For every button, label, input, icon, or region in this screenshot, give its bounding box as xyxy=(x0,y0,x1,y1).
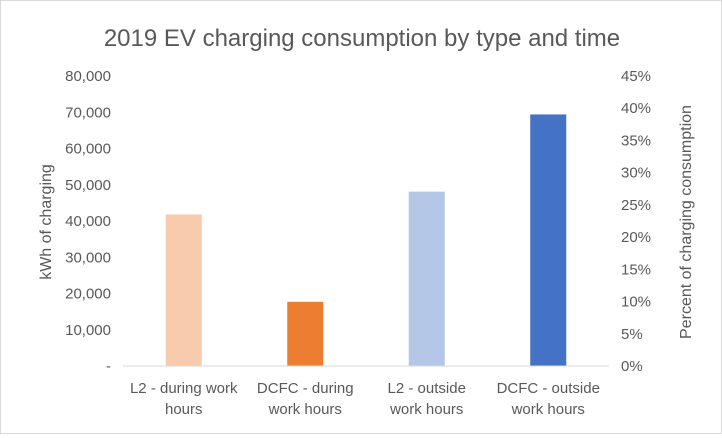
y-tick-label: 80,000 xyxy=(65,68,111,85)
bar xyxy=(287,301,324,366)
y2-tick-label: 25% xyxy=(621,197,651,214)
y-axis-label: kWh of charging xyxy=(38,164,55,280)
y2-tick-label: 45% xyxy=(621,68,651,85)
y2-tick-label: 5% xyxy=(621,326,643,343)
x-axis-labels: L2 - during work hours DCFC - during work h… xyxy=(130,380,600,418)
y2-tick-label: 15% xyxy=(621,261,651,278)
y2-tick-label: 0% xyxy=(621,358,643,375)
y2-axis-ticks: 0% 5% 10% 15% 20% 25% 30% 35% 40% 45% xyxy=(621,68,651,375)
x-tick-label: DCFC - during work hours xyxy=(257,380,354,418)
y2-tick-label: 30% xyxy=(621,165,651,182)
y2-tick-label: 20% xyxy=(621,229,651,246)
bars xyxy=(165,114,567,366)
y-tick-label: 10,000 xyxy=(65,322,111,339)
x-tick-label: L2 - outside work hours xyxy=(388,380,466,418)
y-tick-label: 70,000 xyxy=(65,104,111,121)
x-tick-label: DCFC - outside work hours xyxy=(497,380,600,418)
y-tick-label: 30,000 xyxy=(65,249,111,266)
x-tick-label: L2 - during work hours xyxy=(130,380,238,418)
bar xyxy=(165,214,202,366)
y-tick-label: 20,000 xyxy=(65,286,111,303)
y2-tick-label: 40% xyxy=(621,100,651,117)
y2-tick-label: 10% xyxy=(621,294,651,311)
bar xyxy=(530,114,567,366)
y-tick-label: 60,000 xyxy=(65,141,111,158)
y-axis-ticks: - 10,000 20,000 30,000 40,000 50,000 60,000 70,… xyxy=(65,68,111,375)
chart-title: 2019 EV charging consumption by type and… xyxy=(104,25,620,52)
y-tick-label: 40,000 xyxy=(65,213,111,230)
y2-axis-label: Percent of charging consumption xyxy=(678,105,695,339)
y-tick-label: - xyxy=(106,358,111,375)
y2-tick-label: 35% xyxy=(621,132,651,149)
y-tick-label: 50,000 xyxy=(65,177,111,194)
bar xyxy=(408,191,445,366)
